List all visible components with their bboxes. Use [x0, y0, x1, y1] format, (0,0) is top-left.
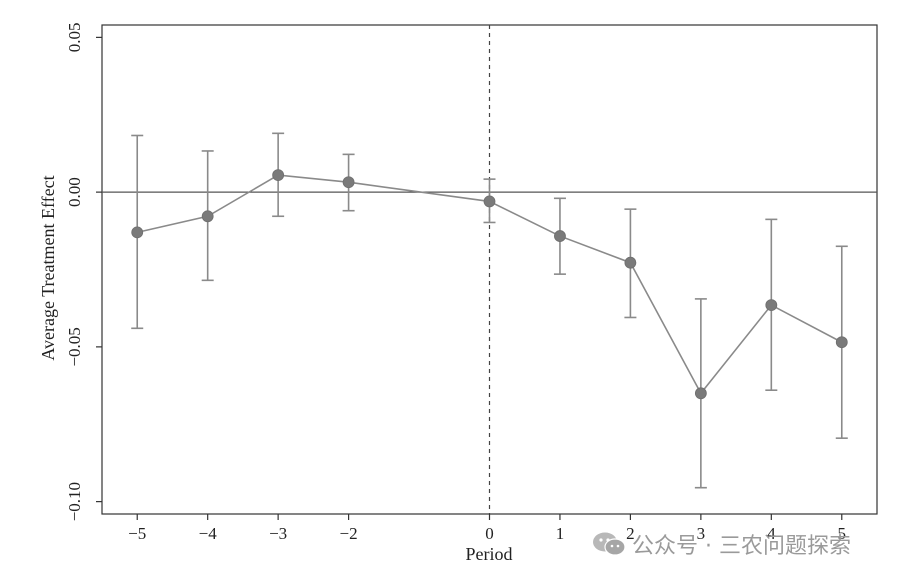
x-tick-label: −2	[340, 524, 358, 543]
wechat-icon	[593, 532, 626, 556]
data-point	[835, 336, 848, 349]
x-tick-label: −5	[128, 524, 146, 543]
x-tick-label: 0	[485, 524, 494, 543]
y-axis-title: Average Treatment Effect	[38, 175, 58, 360]
y-tick-label: 0.00	[65, 177, 84, 207]
series-line	[137, 174, 843, 395]
data-point	[624, 256, 637, 269]
watermark-text: 公众号 · 三农问题探索	[632, 534, 851, 559]
data-point	[483, 195, 496, 208]
y-tick-label: −0.05	[65, 327, 84, 366]
x-tick-label: 1	[556, 524, 565, 543]
x-tick-label: 5	[838, 524, 847, 543]
data-point	[342, 176, 355, 189]
y-tick-label: −0.10	[65, 482, 84, 521]
data-point	[201, 210, 214, 223]
x-tick-label: −3	[269, 524, 287, 543]
y-tick-label: 0.05	[65, 23, 84, 53]
x-axis-title: Period	[466, 544, 513, 564]
data-point	[694, 387, 707, 400]
x-tick-label: −4	[199, 524, 218, 543]
x-tick-label: 3	[697, 524, 706, 543]
data-point	[131, 226, 144, 239]
x-tick-label: 2	[626, 524, 635, 543]
watermark: 公众号 · 三农问题探索	[592, 528, 851, 560]
x-tick-label: 4	[767, 524, 776, 543]
data-point	[765, 299, 778, 311]
data-point	[554, 230, 566, 242]
data-point	[272, 169, 285, 182]
